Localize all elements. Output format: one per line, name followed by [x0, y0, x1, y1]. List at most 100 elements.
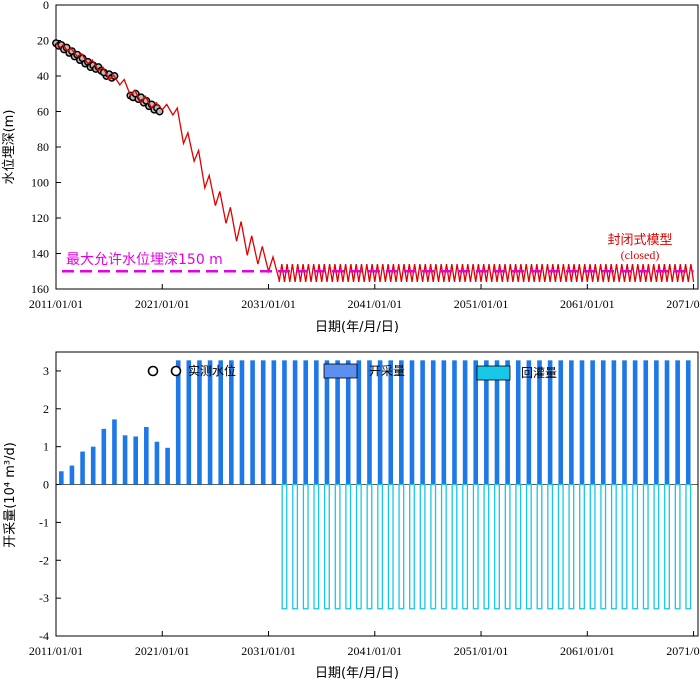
pumping-bar [377, 360, 383, 485]
bottom-plot-frame [55, 351, 699, 637]
pumping-bar [484, 360, 489, 485]
legend-observed-circle-2 [170, 365, 182, 377]
pumping-bar [59, 471, 64, 485]
top-x-tick-label: 2021/01/01 [135, 297, 190, 311]
recharge-bar [557, 483, 564, 610]
legend-observed-circle-1 [147, 365, 159, 377]
pumping-bar [260, 360, 266, 485]
recharge-bar [600, 483, 607, 610]
pumping-bar [526, 360, 532, 485]
pumping-bar [133, 436, 138, 485]
pumping-bar [69, 465, 75, 485]
pumping-bar [515, 360, 521, 485]
pumping-bar [654, 360, 659, 485]
recharge-bar [334, 483, 341, 610]
bottom-bars [56, 360, 698, 610]
pumping-bar [207, 360, 213, 485]
recharge-bar [292, 483, 299, 610]
pumping-bar [537, 360, 542, 485]
recharge-bar [409, 483, 415, 610]
recharge-bar [589, 483, 596, 610]
pumping-bar [367, 360, 372, 485]
pumping-bar [165, 447, 170, 485]
recharge-bar [632, 483, 639, 610]
recharge-bar [653, 483, 660, 610]
recharge-bar [302, 483, 309, 610]
pumping-bar [175, 360, 181, 485]
recharge-bar [324, 483, 330, 610]
legend-observed-label: 实测水位 [188, 363, 236, 378]
pumping-bar [622, 360, 627, 485]
recharge-bar [610, 483, 617, 610]
recharge-bar [674, 483, 681, 610]
recharge-bar [430, 483, 437, 610]
pumping-bar [409, 360, 415, 485]
pumping-bar [590, 360, 595, 485]
bottom-y-tick-label: -4 [39, 629, 49, 643]
pumping-bar [420, 360, 425, 485]
pumping-bar [144, 426, 149, 485]
simulated-line [55, 42, 695, 282]
pumping-bar [579, 360, 585, 485]
pumping-bar [112, 419, 117, 485]
bottom-x-tick-label: 2071/01/01 [666, 644, 700, 658]
pumping-bar [505, 360, 510, 485]
recharge-bar [355, 483, 362, 610]
recharge-bar [313, 483, 320, 610]
top-x-tick-label: 2061/01/01 [560, 297, 615, 311]
top-y-tick-label: 120 [31, 211, 49, 225]
pumping-bar [632, 360, 638, 485]
bottom-y-ticks: -4 -3 -2 -1 0 1 2 3 [39, 364, 61, 643]
recharge-bar [366, 483, 373, 610]
recharge-bar [515, 483, 522, 610]
pumping-bar [303, 360, 309, 485]
bottom-x-axis-label: 日期(年/月/日) [315, 666, 399, 681]
recharge-bar [664, 483, 670, 610]
top-x-tick-label: 2071/01/01 [666, 297, 700, 311]
pumping-bar [197, 360, 202, 485]
top-y-tick-label: 0 [43, 0, 49, 12]
bottom-x-ticks: 2011/01/01 2021/01/01 2031/01/01 2041/01/01… [29, 631, 700, 658]
recharge-bar [642, 483, 649, 610]
pumping-bar [239, 360, 245, 485]
pumping-bar [101, 428, 107, 485]
pumping-bar [250, 360, 255, 485]
recharge-bar [462, 483, 469, 610]
bottom-y-tick-label: 0 [43, 478, 49, 492]
pumping-bar [218, 360, 224, 485]
recharge-bar [387, 483, 394, 610]
recharge-bar [579, 483, 585, 610]
top-x-tick-label: 2051/01/01 [454, 297, 509, 311]
pumping-bar [90, 446, 96, 485]
top-x-ticks: 2011/01/01 2021/01/01 2031/01/01 2041/01/01… [29, 284, 700, 311]
bottom-y-axis-label: 开采量(10⁴ m³/d) [3, 442, 18, 548]
pumping-bar [80, 451, 85, 485]
model-label: 封闭式模型 [607, 233, 672, 248]
pumping-bar [473, 360, 479, 485]
bottom-x-tick-label: 2041/01/01 [347, 644, 402, 658]
bottom-x-tick-label: 2011/01/01 [29, 644, 83, 658]
pumping-bar [335, 360, 340, 485]
bottom-y-tick-label: 2 [43, 402, 49, 416]
pumping-bar [558, 360, 564, 485]
bottom-y-tick-label: 1 [43, 440, 49, 454]
pumping-bar [122, 435, 128, 485]
water-depth-chart: 0 20 40 60 80 100 120 140 160 2011/01/01 2021/01/… [2, 0, 700, 335]
pumping-chart: -4 -3 -2 -1 0 1 2 3 2011/01/01 2021/01/01 2031/01… [3, 351, 700, 681]
bottom-y-tick-label: -3 [39, 591, 49, 605]
pumping-bar [430, 360, 436, 485]
recharge-bar [483, 483, 490, 610]
top-y-tick-label: 20 [37, 34, 49, 48]
pumping-bar [292, 360, 298, 485]
pumping-bar [462, 360, 468, 485]
recharge-bar [568, 483, 575, 610]
top-y-ticks: 0 20 40 60 80 100 120 140 160 [31, 0, 61, 296]
pumping-bar [494, 360, 500, 485]
pumping-bar [154, 441, 160, 485]
recharge-bar [419, 483, 426, 610]
pumping-bar [271, 360, 277, 485]
bottom-x-tick-label: 2021/01/01 [135, 644, 190, 658]
top-y-axis-label: 水位埋深(m) [2, 110, 17, 185]
top-x-tick-label: 2041/01/01 [347, 297, 402, 311]
threshold-label: 最大允许水位埋深150 m [66, 252, 223, 268]
